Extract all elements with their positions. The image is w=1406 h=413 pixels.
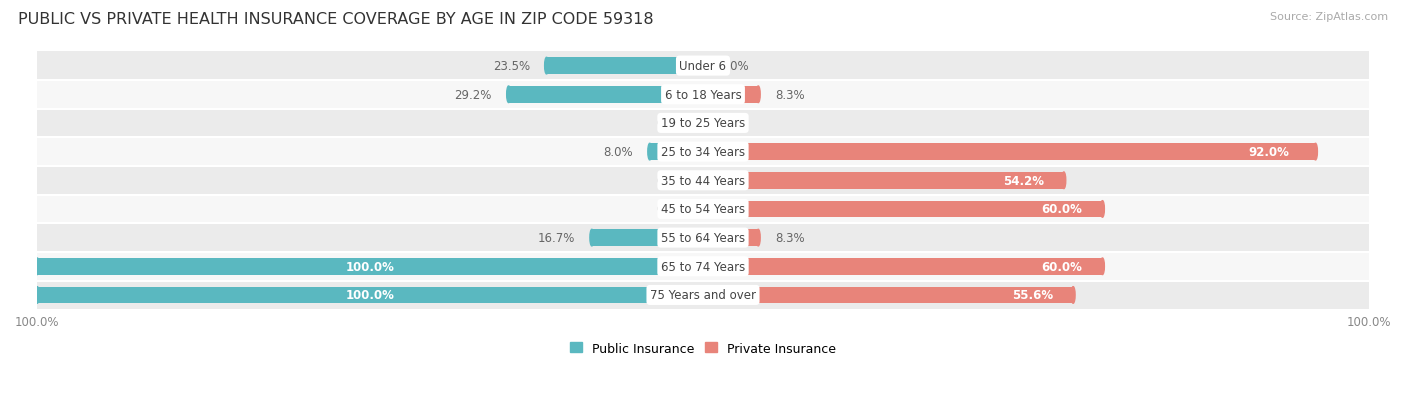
- Text: 54.2%: 54.2%: [1002, 174, 1043, 188]
- Text: 92.0%: 92.0%: [1249, 146, 1289, 159]
- Text: 100.0%: 100.0%: [346, 289, 395, 302]
- Circle shape: [702, 201, 704, 218]
- Circle shape: [702, 144, 704, 161]
- Circle shape: [756, 87, 761, 103]
- Circle shape: [702, 58, 704, 75]
- Circle shape: [648, 144, 651, 161]
- Bar: [37, 224, 1369, 252]
- Circle shape: [702, 173, 704, 189]
- Circle shape: [702, 87, 704, 103]
- Circle shape: [1313, 144, 1317, 161]
- Text: PUBLIC VS PRIVATE HEALTH INSURANCE COVERAGE BY AGE IN ZIP CODE 59318: PUBLIC VS PRIVATE HEALTH INSURANCE COVER…: [18, 12, 654, 27]
- Circle shape: [1101, 201, 1104, 218]
- Text: 8.3%: 8.3%: [775, 88, 804, 102]
- Bar: [703, 144, 1316, 161]
- Text: 8.3%: 8.3%: [775, 232, 804, 244]
- Circle shape: [702, 144, 704, 161]
- Bar: [703, 201, 1102, 218]
- Bar: [592, 230, 703, 246]
- Text: Source: ZipAtlas.com: Source: ZipAtlas.com: [1270, 12, 1388, 22]
- Text: 0.0%: 0.0%: [657, 203, 686, 216]
- Text: 25 to 34 Years: 25 to 34 Years: [661, 146, 745, 159]
- Circle shape: [702, 115, 704, 132]
- Circle shape: [35, 287, 39, 304]
- Text: 75 Years and over: 75 Years and over: [650, 289, 756, 302]
- Circle shape: [702, 287, 704, 304]
- Bar: [509, 87, 703, 103]
- Text: 8.0%: 8.0%: [603, 146, 633, 159]
- Text: 19 to 25 Years: 19 to 25 Years: [661, 117, 745, 130]
- Circle shape: [702, 201, 704, 218]
- Bar: [37, 138, 1369, 166]
- Bar: [37, 166, 1369, 195]
- Bar: [37, 281, 1369, 309]
- Bar: [37, 252, 1369, 281]
- Circle shape: [591, 230, 593, 246]
- Text: 29.2%: 29.2%: [454, 88, 492, 102]
- Circle shape: [702, 230, 704, 246]
- Circle shape: [1101, 259, 1104, 275]
- Circle shape: [35, 259, 39, 275]
- Bar: [703, 259, 1102, 275]
- Circle shape: [702, 58, 704, 75]
- Text: 35 to 44 Years: 35 to 44 Years: [661, 174, 745, 188]
- Bar: [703, 230, 758, 246]
- Circle shape: [756, 230, 761, 246]
- Bar: [650, 144, 703, 161]
- Text: 45 to 54 Years: 45 to 54 Years: [661, 203, 745, 216]
- Text: Under 6: Under 6: [679, 60, 727, 73]
- Circle shape: [702, 259, 704, 275]
- Text: 16.7%: 16.7%: [538, 232, 575, 244]
- Bar: [37, 259, 703, 275]
- Text: 100.0%: 100.0%: [346, 260, 395, 273]
- Text: 60.0%: 60.0%: [1042, 203, 1083, 216]
- Bar: [37, 109, 1369, 138]
- Text: 55 to 64 Years: 55 to 64 Years: [661, 232, 745, 244]
- Text: 6 to 18 Years: 6 to 18 Years: [665, 88, 741, 102]
- Legend: Public Insurance, Private Insurance: Public Insurance, Private Insurance: [565, 337, 841, 360]
- Text: 65 to 74 Years: 65 to 74 Years: [661, 260, 745, 273]
- Circle shape: [702, 259, 704, 275]
- Circle shape: [702, 230, 704, 246]
- Bar: [703, 287, 1073, 304]
- Text: 0.0%: 0.0%: [720, 117, 749, 130]
- Circle shape: [702, 87, 704, 103]
- Bar: [547, 58, 703, 75]
- Circle shape: [1071, 287, 1076, 304]
- Text: 0.0%: 0.0%: [720, 60, 749, 73]
- Circle shape: [702, 115, 704, 132]
- Circle shape: [702, 287, 704, 304]
- Circle shape: [506, 87, 510, 103]
- Circle shape: [702, 173, 704, 189]
- Circle shape: [544, 58, 548, 75]
- Bar: [37, 287, 703, 304]
- Bar: [703, 87, 758, 103]
- Bar: [37, 52, 1369, 81]
- Text: 60.0%: 60.0%: [1042, 260, 1083, 273]
- Circle shape: [1062, 173, 1066, 189]
- Text: 0.0%: 0.0%: [657, 117, 686, 130]
- Text: 0.0%: 0.0%: [657, 174, 686, 188]
- Bar: [703, 173, 1064, 189]
- Bar: [37, 195, 1369, 224]
- Bar: [37, 81, 1369, 109]
- Text: 55.6%: 55.6%: [1012, 289, 1053, 302]
- Text: 23.5%: 23.5%: [492, 60, 530, 73]
